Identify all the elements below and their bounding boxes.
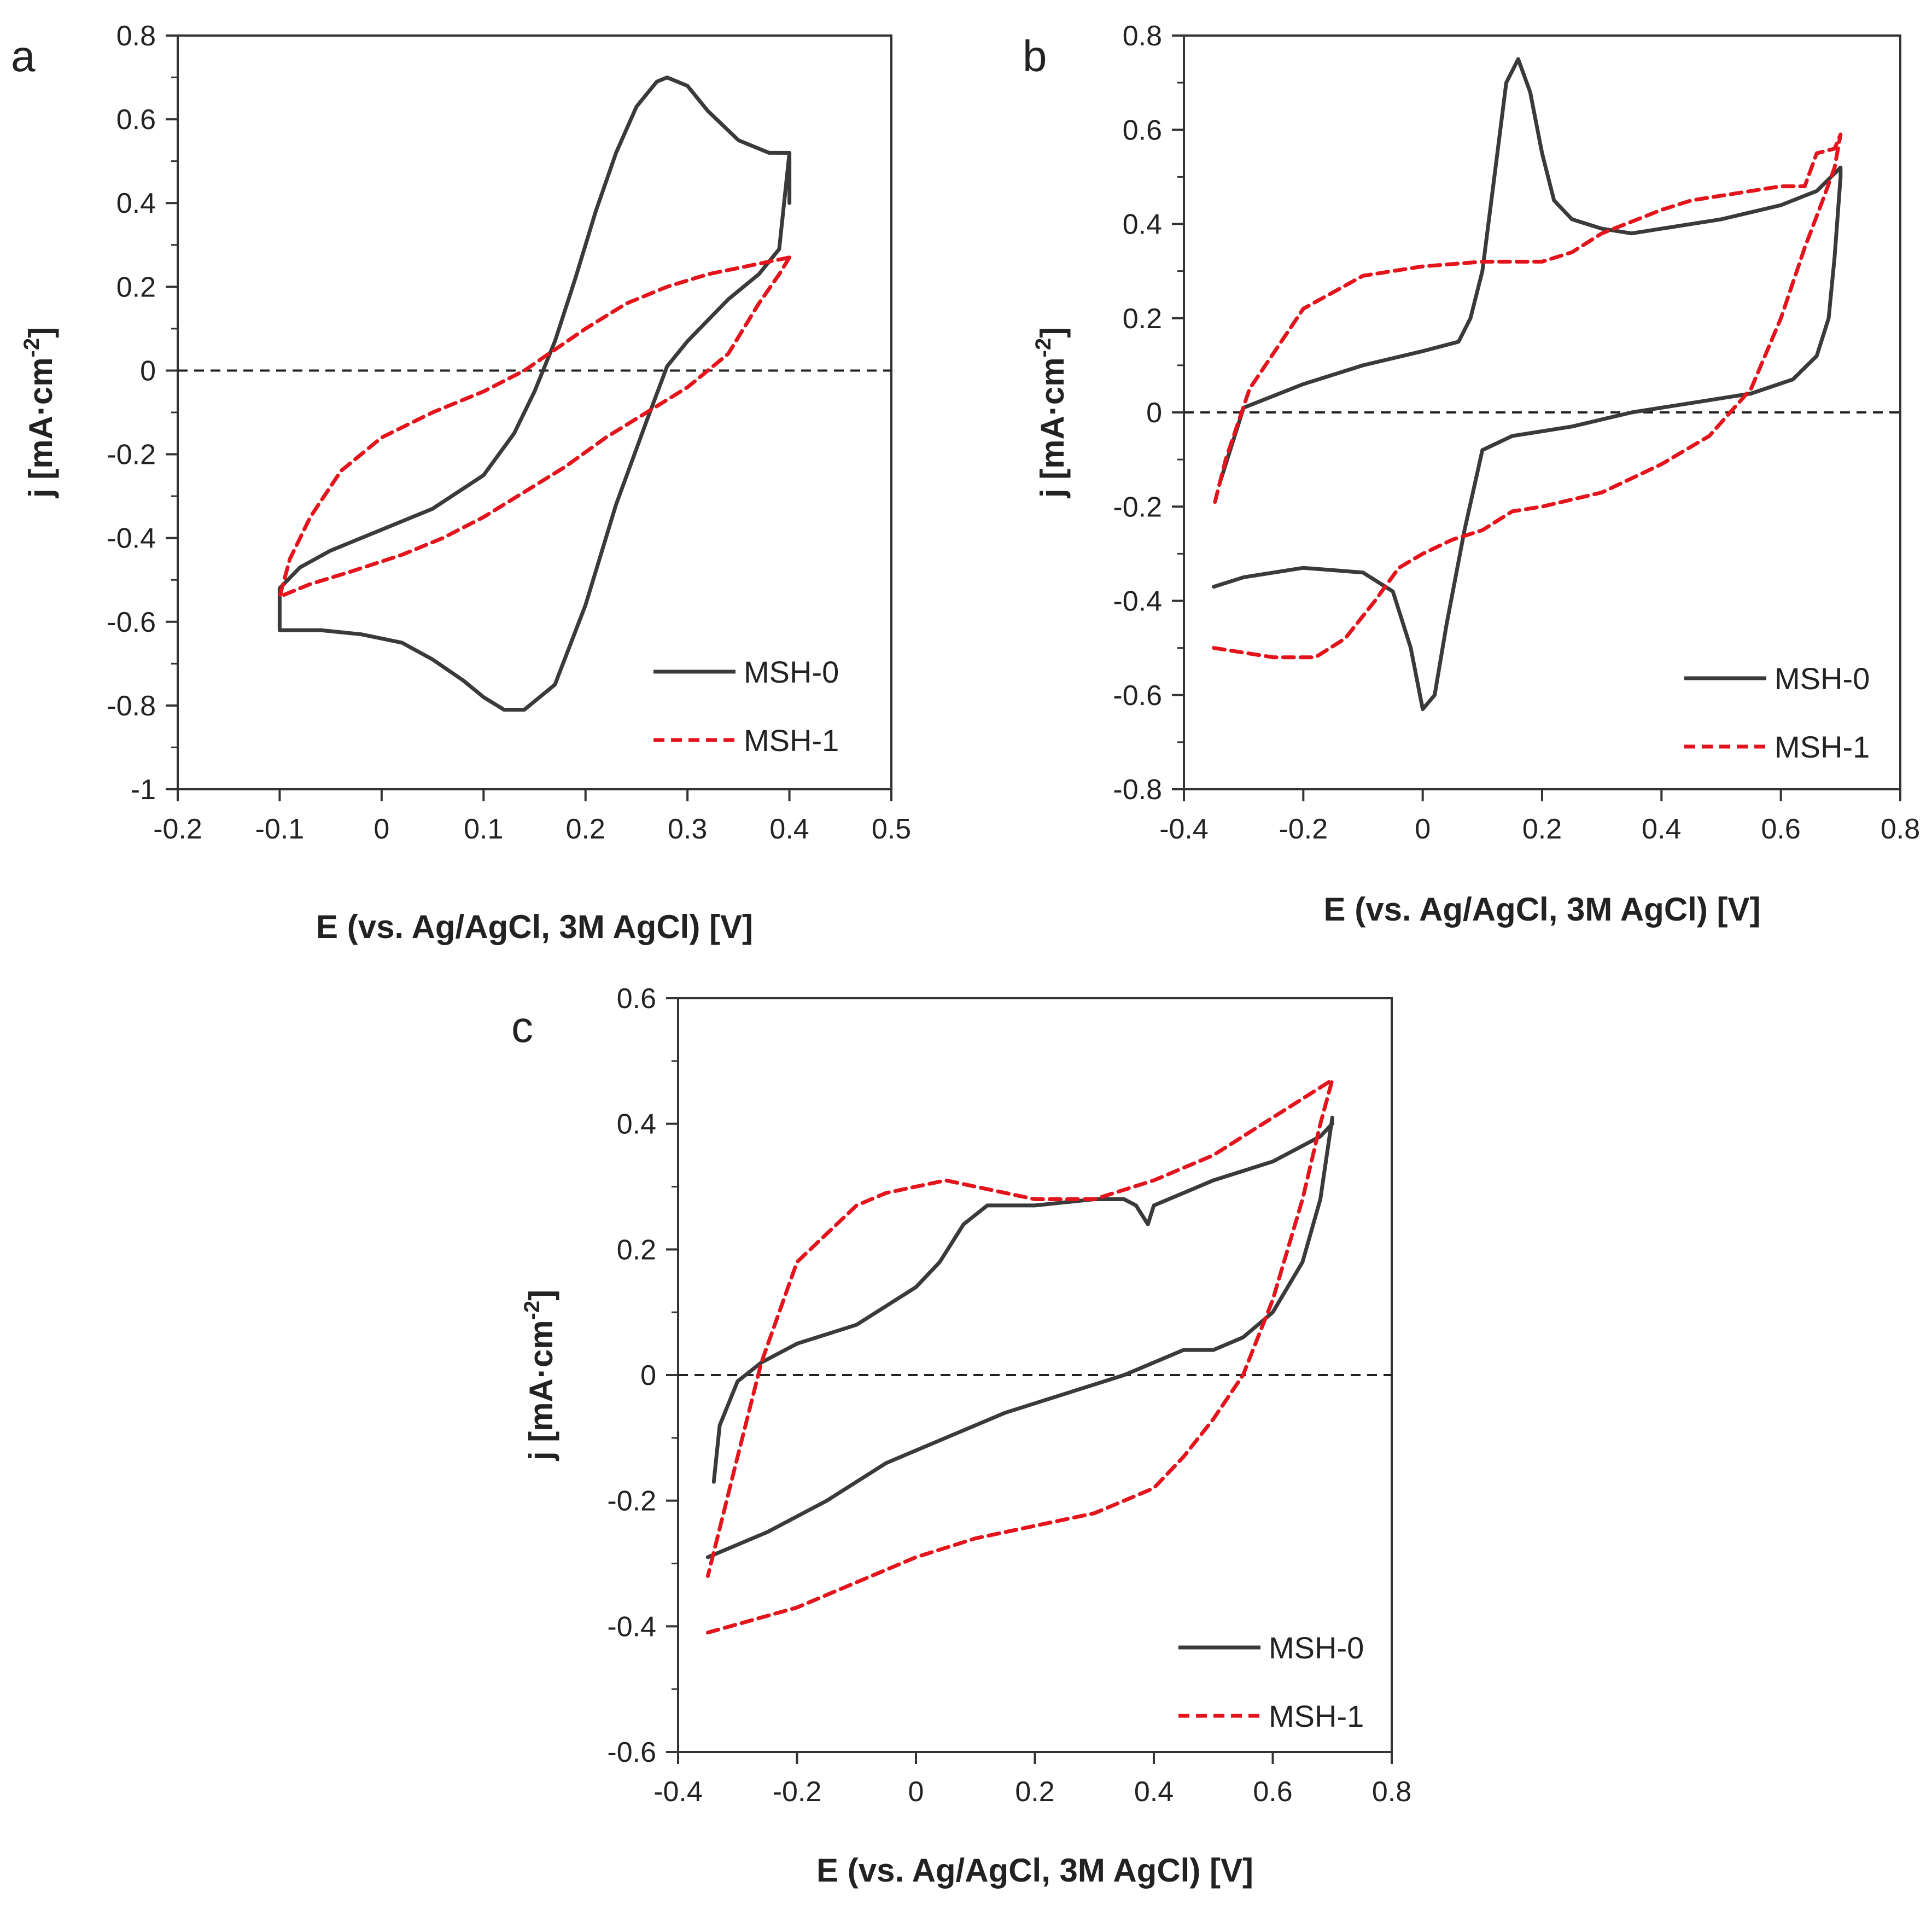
panel-b-xtick-label: -0.4 (1159, 813, 1209, 845)
panel-a-xtick-label: 0.3 (668, 813, 707, 845)
panel-b-ytick-label: -0.2 (1113, 491, 1162, 523)
panel-a-x-axis-title: E (vs. Ag/AgCl, 3M AgCl) [V] (316, 909, 753, 945)
panel-c-label: c (511, 1003, 533, 1051)
panel-a-ytick-label: 0.8 (116, 20, 156, 52)
panel-c-ytick-label: -0.2 (607, 1486, 656, 1517)
panel-c-series-msh-0 (705, 1115, 1334, 1559)
panel-a-xtick-label: 0.5 (872, 813, 911, 845)
panel-c-xtick-label: 0 (908, 1776, 924, 1808)
panel-c-ytick-label: -0.4 (607, 1611, 656, 1643)
panel-a-xtick-label: -0.1 (255, 813, 305, 845)
panel-b-xtick-label: 0.6 (1761, 813, 1801, 845)
panel-c: c -0.6 -0.4 -0.2 0 0.2 0.4 0.6 -0.4 -0.2 0 0.2 0.4 0.… (511, 983, 1411, 1889)
panel-c-xtick-label: 0.4 (1134, 1776, 1174, 1808)
panel-b-series-msh-1 (1212, 132, 1843, 660)
panel-a-legend-label-msh-0: MSH-0 (744, 655, 839, 689)
panel-b-ytick-label: -0.4 (1113, 586, 1162, 618)
panel-c-ytick-label: 0 (640, 1360, 656, 1391)
panel-b-series-msh-0 (1212, 57, 1843, 712)
panel-b-y-axis-title: j [mA·cm-2] (1031, 327, 1071, 498)
panel-b-label: b (1023, 32, 1047, 80)
panel-a-xtick-label: 0.4 (769, 813, 809, 845)
panel-c-ytick-label: 0.2 (617, 1234, 656, 1266)
panel-b-ytick-label: 0.2 (1123, 303, 1162, 335)
panel-b-x-axis-title: E (vs. Ag/AgCl, 3M AgCl) [V] (1324, 891, 1761, 928)
panel-c-xtick-label: 0.6 (1253, 1776, 1292, 1808)
panel-b-ytick-label: 0 (1146, 397, 1162, 429)
panel-a-ytick-label: -0.2 (107, 439, 156, 471)
panel-a-xtick-label: 0.1 (464, 813, 503, 845)
panel-a-series-msh-0 (277, 75, 792, 712)
panel-b-xtick-label: 0 (1415, 813, 1431, 845)
panel-b-legend-label-msh-1: MSH-1 (1775, 730, 1870, 764)
panel-a-ytick-label: -0.8 (107, 690, 156, 722)
panel-c-xtick-label: 0.8 (1372, 1776, 1411, 1808)
panel-a-ytick-label: -1 (131, 774, 156, 806)
panel-b-ytick-label: 0.4 (1123, 209, 1162, 241)
panel-a-ytick-label: -0.4 (107, 523, 156, 555)
panel-c-legend-label-msh-0: MSH-0 (1269, 1631, 1364, 1665)
panel-b-xtick-label: 0.4 (1642, 813, 1681, 845)
panel-a-ytick-label: 0.4 (116, 188, 156, 219)
panel-a-y-axis-title: j [mA·cm-2] (20, 327, 59, 498)
panel-a-xtick-label: -0.2 (153, 813, 202, 845)
panel-a-label: a (11, 32, 36, 80)
panel-c-ytick-label: 0.4 (617, 1109, 656, 1140)
panel-b-ytick-label: 0.8 (1123, 20, 1162, 52)
panel-c-series-msh-1 (705, 1078, 1334, 1635)
panel-c-ytick-label: 0.6 (617, 983, 656, 1015)
panel-b-ytick-label: 0.6 (1123, 114, 1162, 146)
panel-a-xtick-label: 0 (373, 813, 389, 845)
panel-c-xtick-label: 0.2 (1015, 1776, 1054, 1808)
panel-a-ytick-label: 0.2 (116, 271, 156, 303)
panel-c-legend-label-msh-1: MSH-1 (1269, 1699, 1364, 1733)
panel-a-series-msh-1 (277, 255, 792, 599)
panel-b-xtick-label: 0.2 (1522, 813, 1562, 845)
panel-c-y-axis-title: j [mA·cm-2] (520, 1290, 559, 1461)
panel-a-xtick-label: 0.2 (566, 813, 605, 845)
panel-c-xtick-label: -0.4 (653, 1776, 703, 1808)
panel-a-ytick-label: 0.6 (116, 104, 156, 136)
panel-a-ytick-label: -0.6 (107, 607, 156, 638)
panel-b-ytick-label: -0.6 (1113, 680, 1162, 712)
panel-b-xtick-label: 0.8 (1881, 813, 1920, 845)
panel-b-ytick-label: -0.8 (1113, 774, 1162, 806)
panel-c-ytick-label: -0.6 (607, 1737, 656, 1768)
panel-b: b -0.8 -0.6 -0.4 -0.2 0 0.2 0.4 0.6 0.8 -0.4 -0.2 0 0… (1023, 20, 1920, 928)
panel-c-x-axis-title: E (vs. Ag/AgCl, 3M AgCl) [V] (816, 1852, 1253, 1889)
panel-a: a -1 -0.8 -0.6 -0.4 -0.2 0 0.2 0.4 0.6 0.8 -0.2 -0.1… (11, 20, 911, 945)
panel-a-ytick-label: 0 (140, 355, 156, 387)
panel-a-legend-label-msh-1: MSH-1 (744, 723, 839, 758)
panel-b-legend-label-msh-0: MSH-0 (1775, 661, 1870, 696)
panel-c-xtick-label: -0.2 (773, 1776, 822, 1808)
panel-b-xtick-label: -0.2 (1279, 813, 1328, 845)
